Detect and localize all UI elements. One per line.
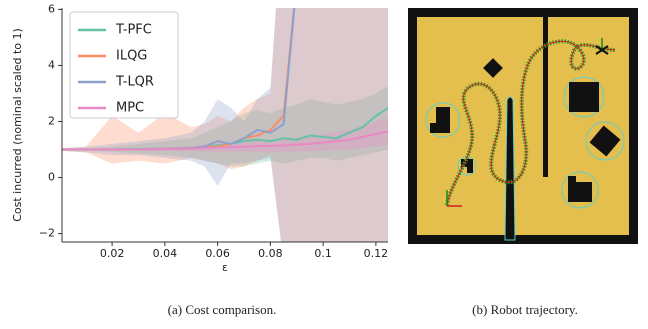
x-tick-label: 0.1 [314, 247, 332, 260]
caption: (a) Cost comparison. [168, 302, 277, 317]
y-tick-label: −2 [39, 227, 55, 240]
legend-label: T-LQR [115, 75, 154, 90]
x-tick-label: 0.08 [258, 247, 283, 260]
confidence-band [62, 85, 388, 167]
legend-box [69, 11, 179, 119]
x-tick-label: 0.04 [153, 247, 178, 260]
confidence-band [62, 8, 388, 242]
y-tick-label: 6 [48, 2, 55, 15]
x-tick-label: 0.02 [100, 247, 125, 260]
y-axis-label: Cost incurred (nominal scaled to 1) [11, 28, 24, 222]
legend: T-PFC ILQG T-LQR MPC [69, 11, 179, 119]
y-tick-label: 0 [48, 171, 55, 184]
caption: (b) Robot trajectory. [472, 302, 578, 317]
legend-label: MPC [116, 101, 144, 116]
y-tick-label: 4 [48, 58, 55, 71]
legend-label: ILQG [116, 49, 147, 64]
trajectory-image [408, 8, 638, 244]
x-tick-label: 0.06 [205, 247, 230, 260]
plot-area [62, 8, 388, 242]
x-tick-label: 0.12 [364, 247, 389, 260]
confidence-band [62, 8, 388, 242]
series-line [62, 130, 388, 151]
legend-label: T-PFC [115, 23, 152, 38]
x-axis-label: ε [222, 261, 228, 274]
y-tick-label: 2 [48, 114, 55, 127]
